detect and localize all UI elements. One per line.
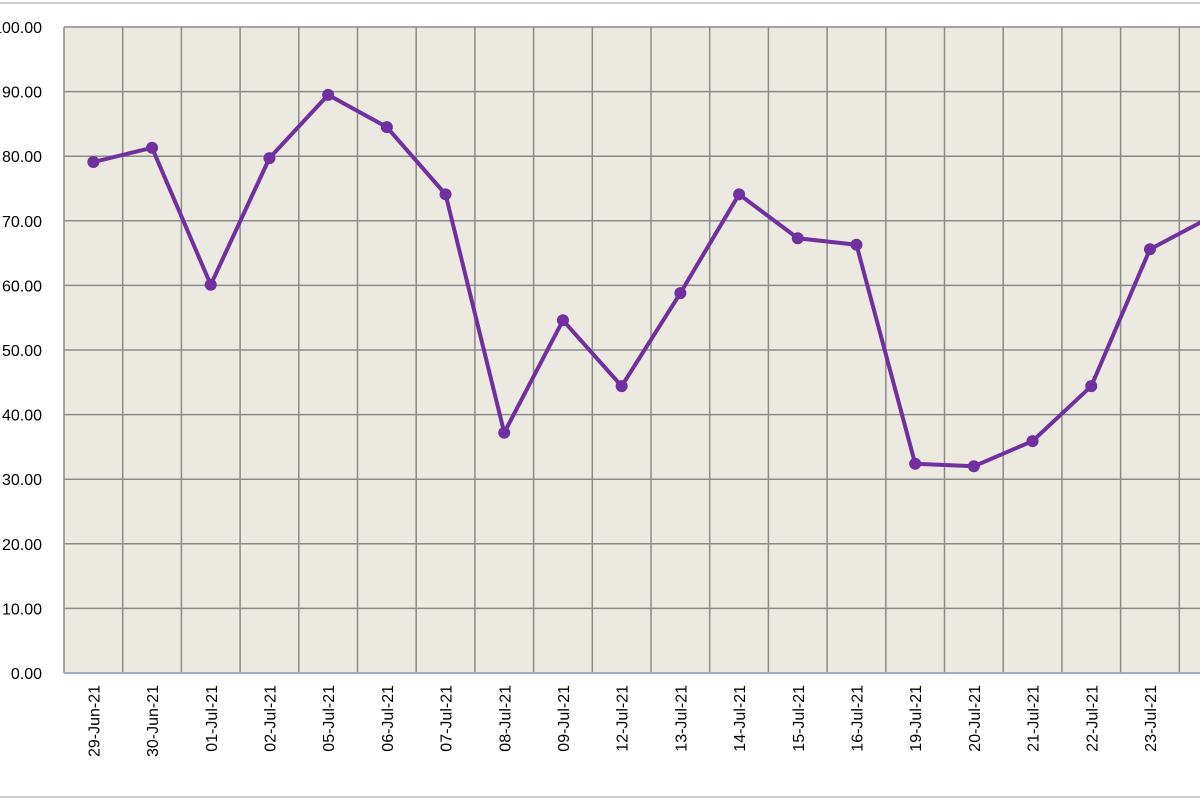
- point: [146, 141, 159, 154]
- y-tick-label: 50.00: [2, 343, 42, 360]
- point: [87, 156, 100, 169]
- point: [322, 88, 335, 101]
- y-tick-label: 60.00: [2, 278, 42, 295]
- x-tick-label: 30-Jun-21: [145, 685, 162, 757]
- y-tick-label: 10.00: [2, 601, 42, 618]
- point: [380, 121, 393, 134]
- point: [967, 460, 980, 473]
- y-tick-label: 0.00: [11, 666, 42, 683]
- point: [204, 278, 217, 291]
- point: [733, 188, 746, 201]
- x-tick-label: 06-Jul-21: [380, 685, 397, 752]
- x-tick-label: 19-Jul-21: [908, 685, 925, 752]
- point: [615, 380, 628, 393]
- point: [1026, 435, 1039, 448]
- point: [791, 232, 804, 245]
- y-tick-label: 100.00: [0, 20, 42, 37]
- point: [850, 238, 863, 251]
- x-tick-label: 05-Jul-21: [321, 685, 338, 752]
- y-tick-label: 40.00: [2, 408, 42, 425]
- x-tick-label: 16-Jul-21: [849, 685, 866, 752]
- x-tick-label: 15-Jul-21: [791, 685, 808, 752]
- x-tick-label: 20-Jul-21: [967, 685, 984, 752]
- line: [92, 92, 1200, 469]
- x-tick-label: 01-Jul-21: [204, 685, 221, 752]
- y-tick-label: 80.00: [2, 149, 42, 166]
- y-tick-label: 70.00: [2, 214, 42, 231]
- y-tick-label: 90.00: [2, 85, 42, 102]
- point: [498, 426, 511, 439]
- x-tick-label: 08-Jul-21: [497, 685, 514, 752]
- point: [1143, 243, 1156, 256]
- x-tick-label: 07-Jul-21: [439, 685, 456, 752]
- point: [439, 188, 452, 201]
- x-tick-label: 12-Jul-21: [615, 685, 632, 752]
- x-tick-label: 14-Jul-21: [732, 685, 749, 752]
- y-tick-label: 20.00: [2, 537, 42, 554]
- x-tick-label: 02-Jul-21: [262, 685, 279, 752]
- point: [263, 152, 276, 165]
- y-tick-label: 30.00: [2, 472, 42, 489]
- x-tick-label: 09-Jul-21: [556, 685, 573, 752]
- x-tick-label: 23-Jul-21: [1143, 685, 1160, 752]
- point: [556, 314, 569, 327]
- point: [909, 457, 922, 470]
- x-tick-label: 21-Jul-21: [1026, 685, 1043, 752]
- x-tick-label: 22-Jul-21: [1084, 685, 1101, 752]
- point: [674, 287, 687, 300]
- x-tick-label: 13-Jul-21: [673, 685, 690, 752]
- point: [1085, 380, 1098, 393]
- x-tick-label: 29-Jun-21: [86, 685, 103, 757]
